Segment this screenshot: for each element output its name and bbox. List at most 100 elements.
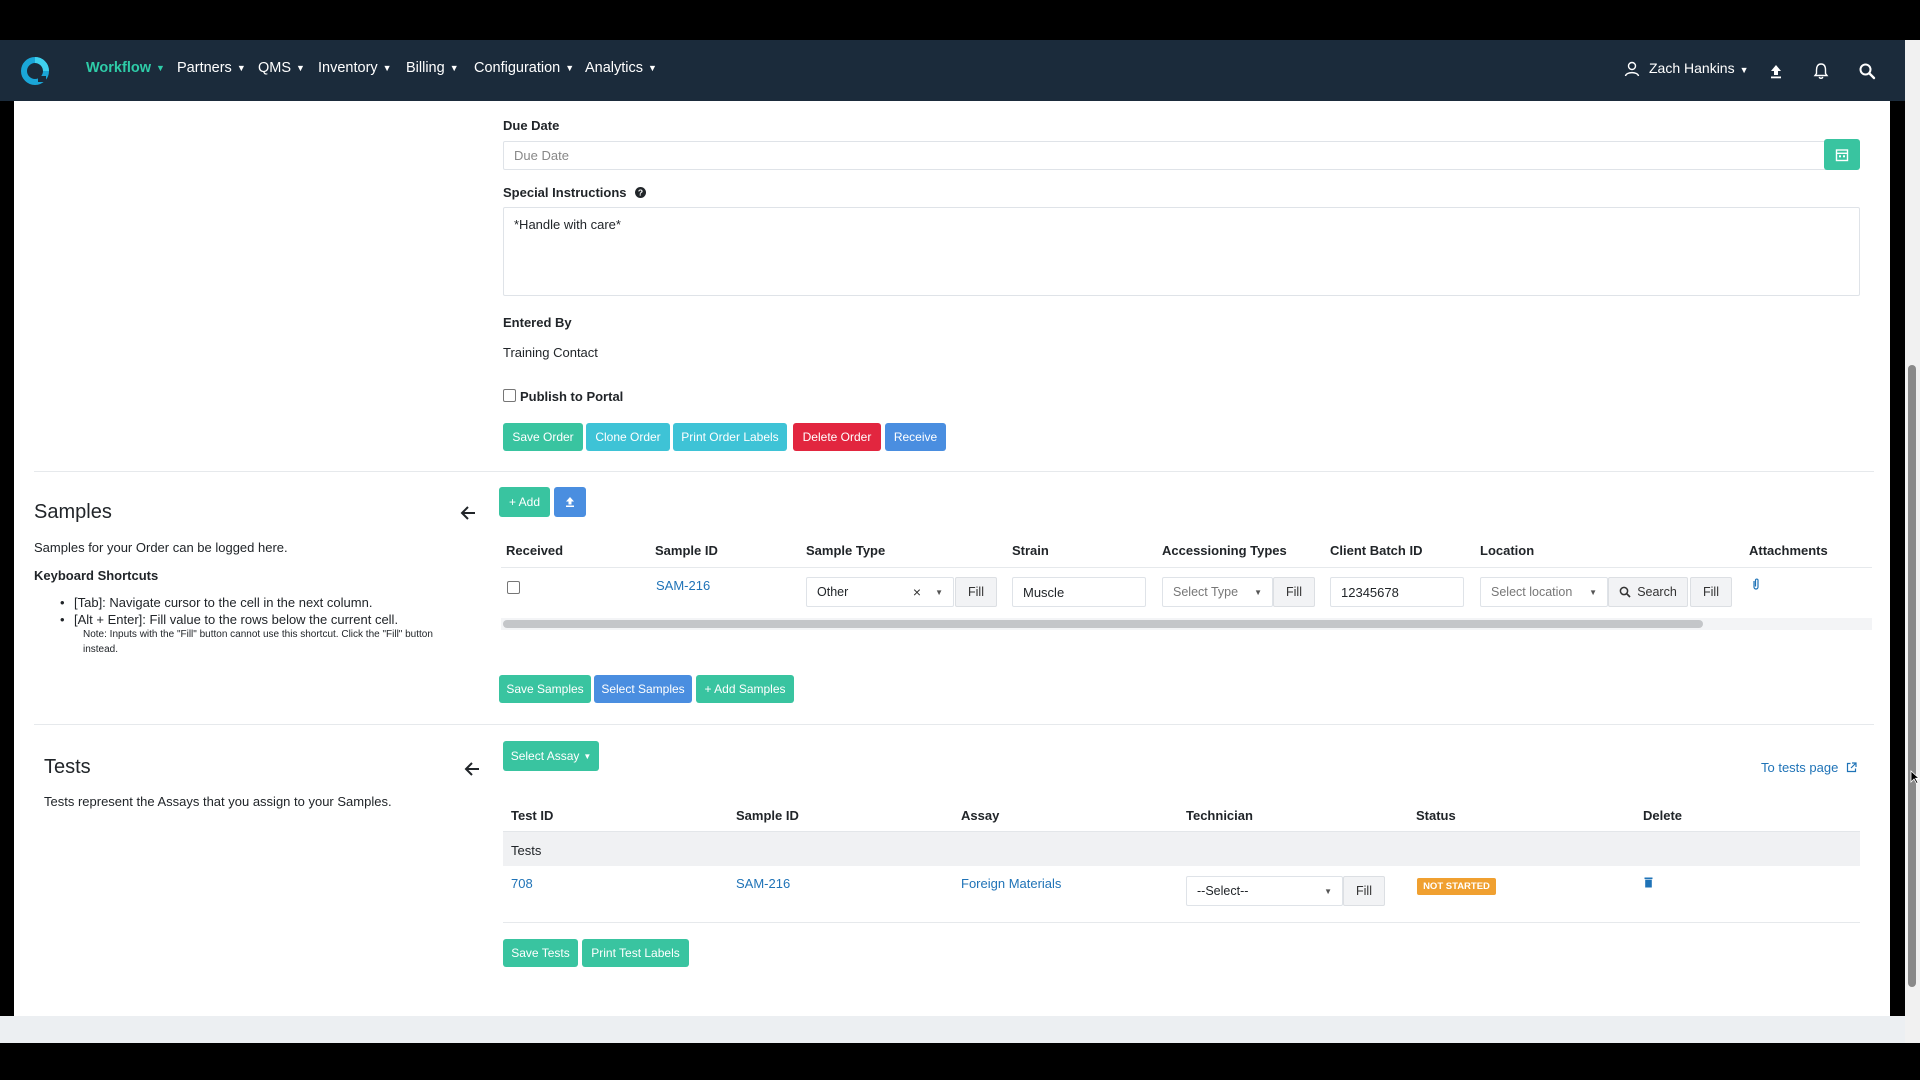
col-received: Received bbox=[506, 543, 564, 558]
nav-label: Partners bbox=[177, 60, 232, 76]
col-assay: Assay bbox=[961, 808, 1000, 823]
calendar-icon bbox=[1835, 148, 1849, 161]
chevron-down-icon: ▼ bbox=[565, 63, 575, 74]
help-icon[interactable]: ? bbox=[635, 187, 647, 198]
chevron-down-icon: ▼ bbox=[296, 63, 305, 74]
print-test-labels-button[interactable]: Print Test Labels bbox=[582, 939, 689, 967]
location-select[interactable]: Select location ▼ bbox=[1480, 577, 1608, 607]
shortcut-note: Note: Inputs with the "Fill" button cann… bbox=[83, 629, 433, 640]
save-order-button[interactable]: Save Order bbox=[503, 423, 583, 451]
col-sample-id: Sample ID bbox=[736, 808, 799, 823]
app-logo-icon[interactable] bbox=[20, 56, 50, 86]
upload-icon bbox=[566, 497, 574, 507]
col-location: Location bbox=[1480, 543, 1535, 558]
nav-label: Billing bbox=[406, 60, 445, 76]
col-status: Status bbox=[1416, 808, 1456, 823]
publish-to-portal-checkbox[interactable] bbox=[503, 389, 516, 402]
chevron-down-icon: ▼ bbox=[1739, 65, 1749, 75]
chevron-down-icon: ▼ bbox=[1324, 886, 1332, 896]
receive-button[interactable]: Receive bbox=[885, 423, 946, 451]
calendar-button[interactable] bbox=[1824, 139, 1860, 170]
main-content: Due Date Due Date Special Instructions ?… bbox=[14, 101, 1890, 1016]
nav-analytics[interactable]: Analytics ▼ bbox=[585, 60, 657, 76]
vertical-scrollbar-thumb[interactable] bbox=[1908, 365, 1916, 987]
tests-group-row bbox=[503, 831, 1860, 866]
received-checkbox[interactable] bbox=[507, 581, 520, 594]
tests-description: Tests represent the Assays that you assi… bbox=[44, 794, 392, 809]
test-id-link[interactable]: 708 bbox=[511, 876, 533, 891]
user-name: Zach Hankins bbox=[1649, 60, 1735, 76]
nav-billing[interactable]: Billing ▼ bbox=[406, 60, 459, 76]
chevron-down-icon: ▼ bbox=[155, 63, 165, 74]
publish-to-portal-label: Publish to Portal bbox=[520, 389, 624, 404]
page-footer-strip bbox=[0, 1016, 1905, 1043]
accessioning-fill-button[interactable]: Fill bbox=[1273, 577, 1315, 607]
sample-id-link[interactable]: SAM-216 bbox=[656, 578, 711, 593]
keyboard-shortcuts-title: Keyboard Shortcuts bbox=[34, 568, 159, 583]
samples-description: Samples for your Order can be logged her… bbox=[34, 540, 288, 555]
to-tests-page-label: To tests page bbox=[1761, 760, 1839, 775]
col-sample-id: Sample ID bbox=[655, 543, 718, 558]
user-menu[interactable]: Zach Hankins ▼ bbox=[1649, 60, 1749, 76]
due-date-input[interactable]: Due Date bbox=[503, 141, 1840, 170]
chevron-down-icon: ▼ bbox=[1589, 587, 1597, 597]
technician-fill-button[interactable]: Fill bbox=[1343, 876, 1385, 906]
trash-icon[interactable] bbox=[1644, 877, 1653, 888]
bell-icon[interactable] bbox=[1812, 62, 1830, 80]
select-controls: × ▼ bbox=[913, 584, 943, 600]
sample-type-select[interactable]: Other × ▼ bbox=[806, 577, 954, 607]
nav-qms[interactable]: QMS ▼ bbox=[258, 60, 305, 76]
clear-icon[interactable]: × bbox=[912, 584, 922, 600]
arrow-left-icon[interactable] bbox=[462, 759, 482, 779]
delete-order-button[interactable]: Delete Order bbox=[793, 423, 881, 451]
nav-label: Configuration bbox=[474, 60, 561, 76]
entered-by-value: Training Contact bbox=[503, 345, 598, 360]
technician-select[interactable]: --Select-- ▼ bbox=[1186, 876, 1343, 906]
nav-workflow[interactable]: Workflow ▼ bbox=[86, 60, 165, 76]
location-search-button[interactable]: Search bbox=[1608, 577, 1688, 607]
arrow-left-icon[interactable] bbox=[458, 503, 478, 523]
save-samples-button[interactable]: Save Samples bbox=[499, 675, 591, 703]
nav-partners[interactable]: Partners ▼ bbox=[177, 60, 246, 76]
external-link-icon bbox=[1846, 762, 1857, 773]
col-strain: Strain bbox=[1012, 543, 1049, 558]
chevron-down-icon: ▼ bbox=[449, 63, 459, 74]
nav-label: QMS bbox=[258, 60, 292, 76]
assay-link[interactable]: Foreign Materials bbox=[961, 876, 1062, 891]
to-tests-page-link[interactable]: To tests page bbox=[1761, 760, 1857, 775]
upload-samples-button[interactable] bbox=[554, 487, 586, 517]
sample-type-fill-button[interactable]: Fill bbox=[955, 577, 997, 607]
save-tests-button[interactable]: Save Tests bbox=[503, 939, 578, 967]
chevron-down-icon: ▼ bbox=[236, 63, 246, 74]
client-batch-id-input[interactable]: 12345678 bbox=[1330, 577, 1464, 607]
select-samples-button[interactable]: Select Samples bbox=[594, 675, 692, 703]
paperclip-icon[interactable] bbox=[1751, 577, 1761, 591]
svg-text:?: ? bbox=[638, 188, 643, 198]
upload-icon[interactable] bbox=[1767, 62, 1785, 80]
sample-type-value: Other bbox=[817, 585, 849, 599]
col-accessioning-types: Accessioning Types bbox=[1162, 543, 1287, 558]
select-assay-button[interactable]: Select Assay ▼ bbox=[503, 741, 599, 771]
horizontal-scrollbar-thumb[interactable] bbox=[503, 620, 1703, 628]
add-sample-button[interactable]: + Add bbox=[499, 487, 550, 517]
nav-configuration[interactable]: Configuration ▼ bbox=[474, 60, 574, 76]
accessioning-type-select[interactable]: Select Type ▼ bbox=[1162, 577, 1273, 607]
search-label: Search bbox=[1637, 585, 1677, 599]
tests-group-label: Tests bbox=[511, 843, 542, 858]
add-samples-button[interactable]: + Add Samples bbox=[696, 675, 794, 703]
test-sample-id-link[interactable]: SAM-216 bbox=[736, 876, 791, 891]
table-divider bbox=[503, 922, 1860, 923]
location-fill-button[interactable]: Fill bbox=[1690, 577, 1732, 607]
select-assay-label: Select Assay bbox=[510, 749, 580, 763]
clone-order-button[interactable]: Clone Order bbox=[586, 423, 670, 451]
strain-input[interactable]: Muscle bbox=[1012, 577, 1146, 607]
nav-inventory[interactable]: Inventory ▼ bbox=[318, 60, 392, 76]
nav-label: Workflow bbox=[86, 60, 151, 76]
search-icon[interactable] bbox=[1858, 62, 1876, 80]
user-icon bbox=[1624, 61, 1640, 77]
tests-title: Tests bbox=[44, 756, 91, 778]
print-order-labels-button[interactable]: Print Order Labels bbox=[673, 423, 787, 451]
shortcut-bullet: • bbox=[60, 612, 65, 627]
location-placeholder: Select location bbox=[1491, 585, 1573, 599]
special-instructions-textarea[interactable]: *Handle with care* bbox=[503, 207, 1860, 296]
